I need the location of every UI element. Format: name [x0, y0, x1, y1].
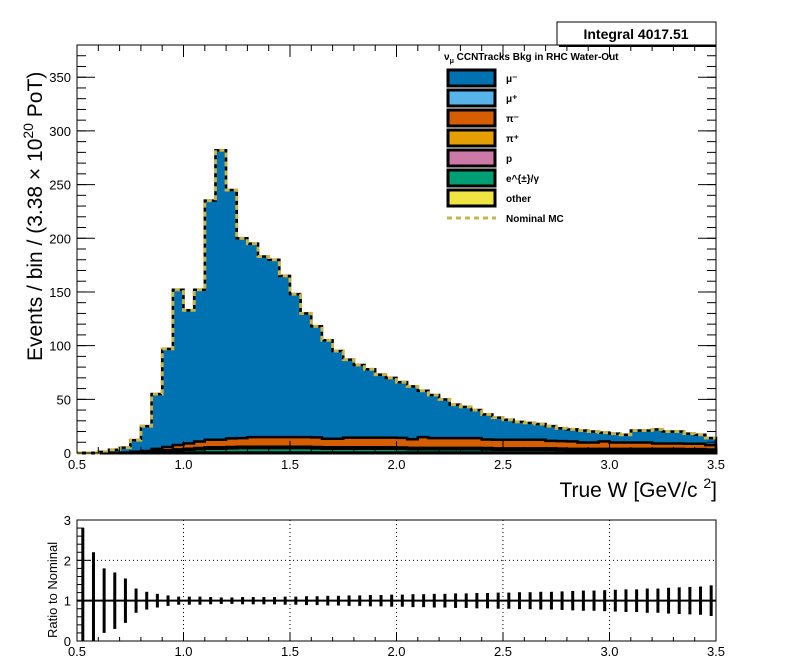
legend-title: νμ CCNTracks Bkg in RHC Water-Out — [444, 52, 619, 65]
legend-swatch — [446, 148, 497, 168]
legend-swatch — [446, 128, 497, 148]
main-x-axis: 0.5 1.0 1.5 2.0 2.5 3.0 3.5 — [68, 45, 725, 472]
ratio-x-tick-label: 2.0 — [387, 644, 405, 659]
main-x-tick-label: 2.0 — [387, 457, 405, 472]
main-y-tick-label: 300 — [49, 124, 71, 139]
ratio-x-axis: 0.5 1.0 1.5 2.0 2.5 3.0 3.5 — [68, 633, 725, 659]
main-y-tick-label: 250 — [49, 178, 71, 193]
main-x-tick-label: 1.5 — [281, 457, 299, 472]
main-y-tick-label: 0 — [64, 446, 71, 461]
main-x-axis-title: True W [GeV/c 2] — [559, 475, 717, 502]
legend-mu-minus: μ⁻ — [446, 68, 517, 88]
stats-integral: Integral 4017.51 — [583, 26, 688, 42]
main-y-tick-label: 150 — [49, 285, 71, 300]
legend-swatch — [446, 108, 497, 128]
main-x-tick-label: 0.5 — [68, 457, 86, 472]
legend-pi-plus: π⁺ — [446, 128, 519, 148]
legend-swatch — [446, 188, 497, 208]
nominal-mc-line — [77, 148, 716, 455]
legend-swatch — [446, 168, 497, 188]
ratio-y-tick-label: 2 — [64, 553, 71, 568]
stats-box: Integral 4017.51 — [556, 21, 717, 47]
main-y-axis-title: Events / bin / (3.38 × 1020 PoT) — [20, 72, 47, 361]
ratio-x-tick-label: 3.5 — [707, 644, 725, 659]
main-y-axis: 0 50 100 150 200 250 300 350 — [49, 44, 716, 461]
ratio-y-axis-title: Ratio to Nominal — [45, 542, 60, 638]
main-x-tick-label: 3.5 — [707, 457, 725, 472]
main-y-tick-label: 100 — [49, 339, 71, 354]
ratio-points — [81, 528, 713, 641]
ratio-y-axis: 0 1 2 3 — [64, 513, 91, 649]
ratio-plot: 0.5 1.0 1.5 2.0 2.5 3.0 3.5 0 1 2 3 — [64, 513, 725, 659]
ratio-x-tick-label: 1.5 — [281, 644, 299, 659]
ratio-y-tick-label: 3 — [64, 513, 71, 528]
ratio-y-tick-label: 0 — [64, 634, 71, 649]
main-x-tick-label: 3.0 — [600, 457, 618, 472]
legend-mu-plus: μ⁺ — [446, 88, 517, 108]
legend-label: other — [506, 194, 531, 205]
legend-label: e^{±}/γ — [506, 174, 539, 185]
ratio-grid — [76, 519, 717, 642]
ratio-x-tick-label: 3.0 — [600, 644, 618, 659]
legend-swatch — [446, 88, 497, 108]
main-y-tick-label: 50 — [57, 392, 71, 407]
legend-label: μ⁻ — [506, 74, 517, 85]
main-plot: 0.5 1.0 1.5 2.0 2.5 3.0 3.5 0 50 100 150 200 250 300… — [49, 44, 725, 472]
legend-swatch — [446, 68, 497, 88]
main-x-tick-label: 2.5 — [494, 457, 512, 472]
legend-label: π⁻ — [506, 114, 519, 125]
main-y-tick-label: 200 — [49, 231, 71, 246]
legend-label: p — [506, 154, 512, 165]
legend-label: Nominal MC — [506, 214, 564, 225]
legend-e-gamma: e^{±}/γ — [446, 168, 539, 188]
ratio-x-tick-label: 1.0 — [174, 644, 192, 659]
ratio-x-tick-label: 0.5 — [68, 644, 86, 659]
legend-other: other — [446, 188, 531, 208]
main-x-tick-label: 1.0 — [174, 457, 192, 472]
legend-label: π⁺ — [506, 134, 519, 145]
legend-pi-minus: π⁻ — [446, 108, 519, 128]
legend-p: p — [446, 148, 512, 168]
legend: νμ CCNTracks Bkg in RHC Water-Out μ⁻ μ⁺ π⁻… — [444, 52, 619, 225]
ratio-y-tick-label: 1 — [64, 594, 71, 609]
legend-nominal-mc: Nominal MC — [447, 214, 564, 225]
ratio-x-tick-label: 2.5 — [494, 644, 512, 659]
legend-label: μ⁺ — [506, 94, 517, 105]
main-y-tick-label: 350 — [49, 70, 71, 85]
